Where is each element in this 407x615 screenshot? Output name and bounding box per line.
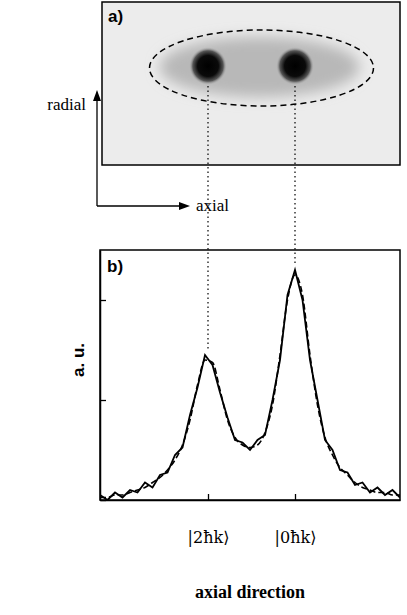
arrow-head xyxy=(93,90,101,101)
direction-label: axial xyxy=(196,196,229,215)
x-axis: |2ħk⟩ |0ħk⟩ xyxy=(101,494,401,547)
arrow-head xyxy=(179,202,190,210)
image-panel: a) xyxy=(102,2,400,165)
image-background xyxy=(102,2,400,165)
x-tick-mark xyxy=(208,494,209,500)
figure: a) radial axial |2ħk⟩ |0ħk⟩ b) a. u. axial dire… xyxy=(0,0,407,615)
atom-cloud xyxy=(276,47,314,85)
y-axis-title: a. u. xyxy=(69,343,88,377)
plot-frame xyxy=(100,250,400,500)
y-tick xyxy=(100,500,106,501)
profile-line xyxy=(100,275,400,498)
x-tick-label: |2ħk⟩ xyxy=(188,528,230,547)
x-tick-mark xyxy=(295,494,296,500)
y-tick xyxy=(100,300,106,301)
x-tick: |2ħk⟩ xyxy=(188,494,230,547)
y-axis xyxy=(100,251,106,501)
y-axis-line xyxy=(100,251,102,501)
arrow-line xyxy=(97,205,182,206)
direction-arrows: radial axial xyxy=(47,90,229,215)
profile-panel: |2ħk⟩ |0ħk⟩ b) a. u. axial direction xyxy=(69,250,401,602)
profile-line xyxy=(100,270,400,500)
series-group xyxy=(100,270,400,500)
arrow-line xyxy=(96,98,97,206)
x-axis-title: axial direction xyxy=(195,582,305,602)
x-tick-label: |0ħk⟩ xyxy=(275,528,317,547)
direction-label: radial xyxy=(47,95,86,114)
x-axis-line xyxy=(101,500,401,502)
panel-label: b) xyxy=(107,257,123,276)
y-tick-mark xyxy=(100,300,106,301)
y-tick xyxy=(100,400,106,401)
x-tick: |0ħk⟩ xyxy=(275,494,317,547)
thermal-cloud xyxy=(160,37,360,97)
cloud-outline xyxy=(150,30,374,106)
y-tick-mark xyxy=(100,500,106,501)
panel-label: a) xyxy=(108,7,123,26)
atom-cloud xyxy=(189,47,227,85)
connector xyxy=(207,86,208,350)
connector xyxy=(294,86,295,265)
y-tick-mark xyxy=(100,400,106,401)
